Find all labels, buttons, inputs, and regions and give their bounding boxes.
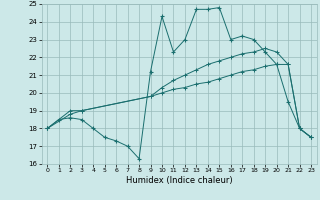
X-axis label: Humidex (Indice chaleur): Humidex (Indice chaleur) [126, 176, 233, 185]
